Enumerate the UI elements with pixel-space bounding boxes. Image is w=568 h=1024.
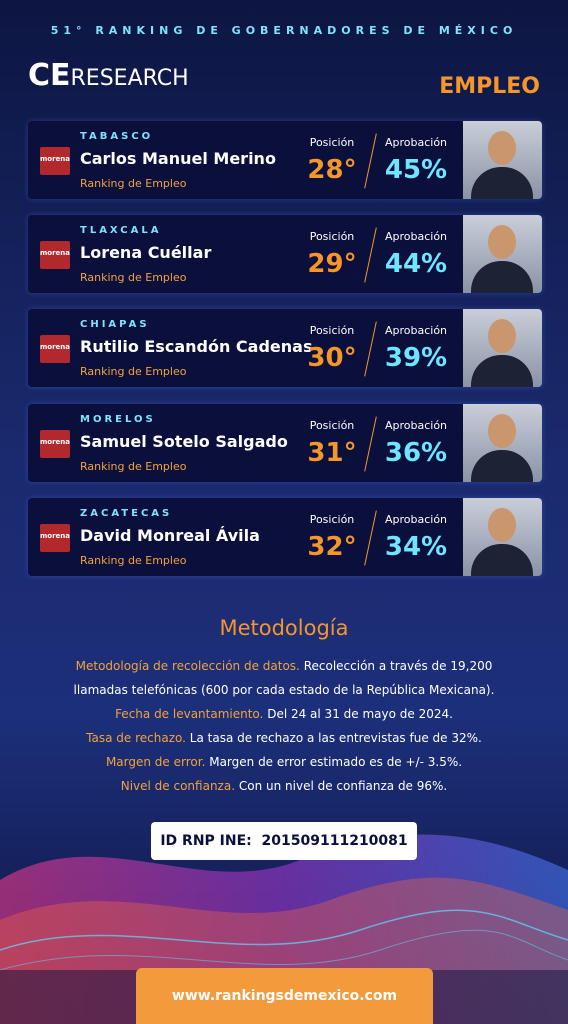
party-logo: morena <box>40 523 70 552</box>
position-value: 28° <box>307 155 357 185</box>
party-logo: morena <box>40 335 70 364</box>
governor-name: Lorena Cuéllar <box>80 243 212 263</box>
subtitle: 51° RANKING DE GOBERNADORES DE MÉXICO <box>50 24 518 37</box>
methodology-item: Fecha de levantamiento. Del 24 al 31 de … <box>54 702 514 726</box>
photo-body <box>471 261 533 294</box>
governor-name: David Monreal Ávila <box>80 525 260 545</box>
governor-card: morena MORELOS Samuel Sotelo Salgado Rankin… <box>28 403 542 482</box>
photo <box>463 309 542 388</box>
approval-label: Aprobación <box>384 324 448 338</box>
approval-label: Aprobación <box>384 136 448 149</box>
methodology-label: Nivel de confianza. <box>120 779 236 793</box>
methodology-item: Margen de error. Margen de error estimad… <box>54 750 514 774</box>
position-label: Posición <box>309 230 355 244</box>
methodology-title: Metodología <box>219 616 349 640</box>
methodology-label: Fecha de levantamiento. <box>115 707 264 721</box>
governor-name: Carlos Manuel Merino <box>80 149 276 168</box>
methodology-detail: Del 24 al 31 de mayo de 2024. <box>267 707 453 721</box>
photo-head <box>488 319 516 354</box>
party-logo: morena <box>40 241 70 270</box>
methodology-detail: Con un nivel de confianza de 96%. <box>238 779 448 793</box>
methodology-item: Tasa de rechazo. La tasa de rechazo a la… <box>54 726 514 750</box>
governor-card: morena ZACATECAS David Monreal Ávila Rankin… <box>28 497 542 576</box>
photo <box>463 497 542 576</box>
approval-label: Aprobación <box>384 512 448 526</box>
state: CHIAPAS <box>80 319 150 331</box>
methodology-detail: La tasa de rechazo a las entrevistas fue… <box>189 731 482 745</box>
position-value: 31° <box>307 437 357 468</box>
methodology-detail: Recolección a través de 19,200 llamadas … <box>73 659 495 697</box>
photo <box>463 215 542 294</box>
approval-label: Aprobación <box>384 418 448 432</box>
photo-body <box>471 167 533 199</box>
position-label: Posición <box>309 418 355 432</box>
governor-card: morena TABASCO Carlos Manuel Merino Ranking… <box>28 121 542 199</box>
methodology-label: Metodología de recolección de datos. <box>75 659 300 673</box>
logo-research: RESEARCH <box>70 66 189 91</box>
photo-body <box>471 449 533 482</box>
state: TABASCO <box>80 131 154 142</box>
photo-head <box>488 131 516 165</box>
logo-ce: CE <box>28 58 71 93</box>
governor-name: Rutilio Escandón Cadenas <box>80 337 313 357</box>
id-box: ID RNP INE: 201509111210081 <box>151 822 417 860</box>
photo <box>463 121 542 199</box>
methodology-item: Nivel de confianza. Con un nivel de conf… <box>54 774 514 798</box>
governor-card: morena CHIAPAS Rutilio Escandón Cadenas Ran… <box>28 309 542 388</box>
methodology-label: Tasa de rechazo. <box>86 731 186 745</box>
ranking-label: Ranking de Empleo <box>80 177 187 190</box>
url-button[interactable]: www.rankingsdemexico.com <box>136 968 433 1024</box>
photo-head <box>488 225 516 260</box>
methodology-label: Margen de error. <box>105 755 206 769</box>
position-value: 29° <box>307 249 357 280</box>
methodology-text: Metodología de recolección de datos. Rec… <box>54 654 514 798</box>
approval-value: 45% <box>384 155 448 185</box>
position-label: Posición <box>309 324 355 338</box>
position-label: Posición <box>309 512 355 526</box>
photo-body <box>471 543 533 576</box>
ranking-label: Ranking de Empleo <box>80 553 187 567</box>
position-value: 30° <box>307 343 357 374</box>
photo-head <box>488 413 516 448</box>
photo-head <box>488 507 516 542</box>
id-label: ID RNP INE: <box>160 833 252 849</box>
approval-value: 44% <box>384 249 448 280</box>
ranking-label: Ranking de Empleo <box>80 459 187 473</box>
state: MORELOS <box>80 413 156 425</box>
state: ZACATECAS <box>80 507 173 519</box>
approval-value: 36% <box>384 437 448 468</box>
section-title: EMPLEO <box>439 74 540 99</box>
party-logo: morena <box>40 147 70 175</box>
position-value: 32° <box>307 531 357 562</box>
photo-body <box>471 355 533 388</box>
logo: CERESEARCH <box>28 58 189 93</box>
ranking-label: Ranking de Empleo <box>80 271 187 285</box>
ranking-label: Ranking de Empleo <box>80 365 187 379</box>
state: TLAXCALA <box>80 225 162 237</box>
methodology-detail: Margen de error estimado es de +/- 3.5%. <box>209 755 463 769</box>
approval-label: Aprobación <box>384 230 448 244</box>
governor-card: morena TLAXCALA Lorena Cuéllar Ranking de E… <box>28 215 542 294</box>
position-label: Posición <box>309 136 355 149</box>
governor-name: Samuel Sotelo Salgado <box>80 431 288 451</box>
photo <box>463 403 542 482</box>
id-value: 201509111210081 <box>261 833 408 849</box>
approval-value: 34% <box>384 531 448 562</box>
party-logo: morena <box>40 429 70 458</box>
methodology-item: Metodología de recolección de datos. Rec… <box>54 654 514 702</box>
approval-value: 39% <box>384 343 448 374</box>
